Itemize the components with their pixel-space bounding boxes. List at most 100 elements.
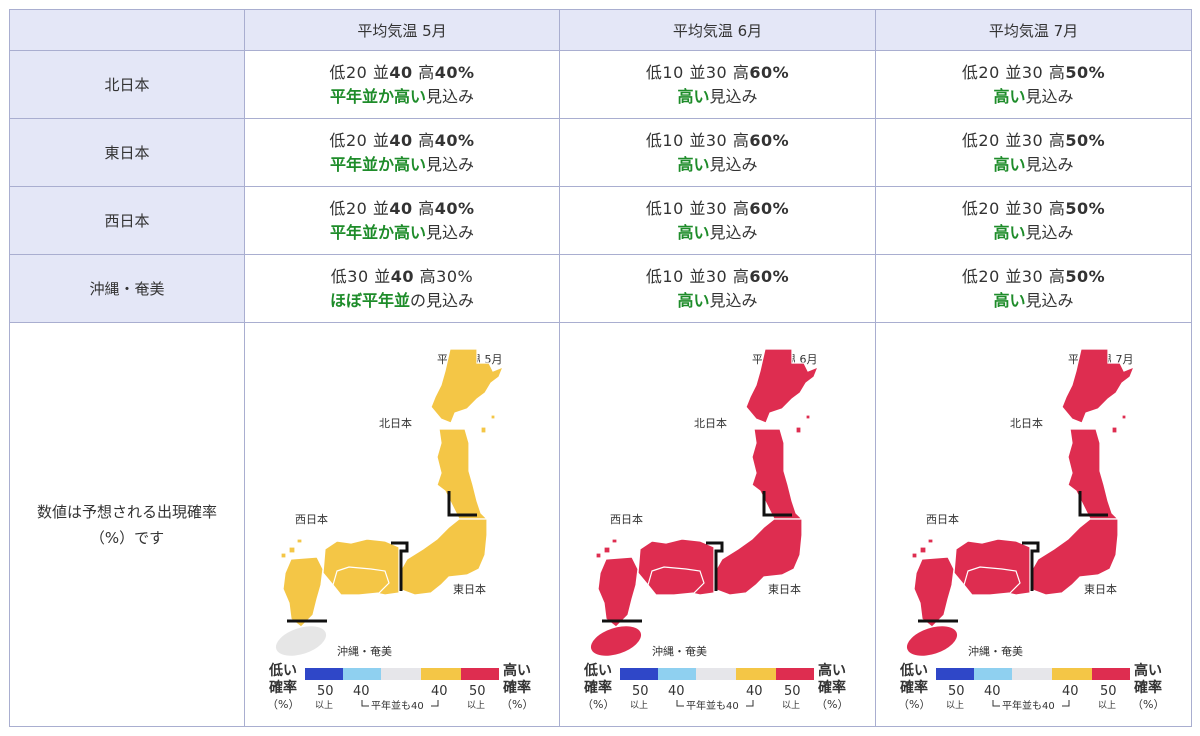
legend-above-right: 以上 xyxy=(467,700,485,711)
prob-lo-label: 低 xyxy=(961,130,979,150)
prob-mid-label: 並 xyxy=(372,62,390,82)
prob-lo-label: 低 xyxy=(961,198,979,218)
verdict-line: 高い見込み xyxy=(876,153,1191,177)
verdict-line: 平年並か高い見込み xyxy=(245,153,559,177)
map-label-east: 東日本 xyxy=(1084,582,1117,596)
map-label-east: 東日本 xyxy=(453,582,486,596)
prob-mid: 40 xyxy=(389,198,413,218)
prob-mid: 30 xyxy=(1021,130,1044,150)
map-label-east: 東日本 xyxy=(768,582,801,596)
region-boundaries xyxy=(287,491,477,623)
legend-high-line2: 確率 xyxy=(1134,679,1162,696)
mainland-japan xyxy=(911,348,1136,628)
legend-tick-40-left: 40 xyxy=(353,684,370,699)
region-boundaries xyxy=(602,491,792,623)
column-header-may: 平均気温 5月 xyxy=(244,9,560,51)
region-label-west-japan: 西日本 xyxy=(9,186,245,255)
table-row: 西日本 低20 並40 高40% 平年並か高い見込み 低10 並30 高60% 高い見込… xyxy=(9,186,1192,255)
prob-hi: 60% xyxy=(749,130,790,150)
prob-hi-label: 高 xyxy=(1048,62,1066,82)
forecast-cell-north-japan-june: 低10 並30 高60% 高い見込み xyxy=(559,50,876,119)
probability-line: 低20 並30 高50% xyxy=(876,61,1191,85)
legend-above-left: 以上 xyxy=(946,700,964,711)
forecast-cell-west-japan-july: 低20 並30 高50% 高い見込み xyxy=(875,186,1192,255)
legend-swatch xyxy=(305,668,343,680)
legend-tick-40-left: 40 xyxy=(984,684,1001,699)
map-label-west: 西日本 xyxy=(295,512,328,526)
prob-hi: 60% xyxy=(749,62,790,82)
verdict-rest: 見込み xyxy=(426,154,475,174)
prob-hi: 50% xyxy=(1065,130,1106,150)
legend-normal-note: 平年並も40 xyxy=(1002,699,1055,712)
prob-mid: 40 xyxy=(390,266,415,286)
prob-hi-label: 高 xyxy=(1048,266,1066,286)
probability-line: 低20 並30 高50% xyxy=(876,265,1191,289)
verdict-line: ほぼ平年並の見込み xyxy=(245,289,559,313)
verdict-line: 高い見込み xyxy=(560,85,875,109)
legend-high-unit: （%） xyxy=(816,698,848,711)
okinawa-amami-area xyxy=(590,626,642,656)
prob-hi: 40% xyxy=(434,62,475,82)
verdict-highlight: ほぼ平年並 xyxy=(329,290,410,310)
verdict-line: 高い見込み xyxy=(560,289,875,313)
legend-high-line1: 高い xyxy=(1134,662,1162,679)
probability-line: 低20 並40 高40% xyxy=(245,197,559,221)
column-header-june: 平均気温 6月 xyxy=(559,9,876,51)
table-row: 北日本 低20 並40 高40% 平年並か高い見込み 低10 並30 高60% 高い見込… xyxy=(9,50,1192,119)
verdict-highlight: 平年並か高い xyxy=(329,222,426,242)
legend-low-line2: 確率 xyxy=(900,679,928,696)
prob-mid: 30 xyxy=(705,62,728,82)
legend-tick-50-right: 50 xyxy=(1100,684,1117,699)
normal-range-bracket xyxy=(992,700,1070,707)
legend-swatch xyxy=(343,668,381,680)
probability-line: 低20 並30 高50% xyxy=(876,197,1191,221)
forecast-cell-east-japan-may: 低20 並40 高40% 平年並か高い見込み xyxy=(244,118,560,187)
legend-swatch xyxy=(776,668,814,680)
verdict-line: 高い見込み xyxy=(560,221,875,245)
prob-hi-label: 高 xyxy=(418,130,435,150)
verdict-rest: 見込み xyxy=(709,86,758,106)
legend-swatch xyxy=(936,668,974,680)
table-row: 東日本 低20 並40 高40% 平年並か高い見込み 低10 並30 高60% 高い見込… xyxy=(9,118,1192,187)
forecast-cell-north-japan-july: 低20 並30 高50% 高い見込み xyxy=(875,50,1192,119)
verdict-rest: 見込み xyxy=(709,290,758,310)
verdict-line: 高い見込み xyxy=(876,221,1191,245)
prob-mid: 30 xyxy=(705,198,728,218)
legend-low-line2: 確率 xyxy=(269,679,297,696)
prob-lo: 20 xyxy=(345,62,368,82)
prob-hi: 30% xyxy=(436,266,474,286)
mainland-japan xyxy=(595,348,820,628)
legend-above-right: 以上 xyxy=(1098,700,1116,711)
legend-low-unit: （%） xyxy=(267,698,299,711)
prob-mid-label: 並 xyxy=(1005,62,1022,82)
verdict-highlight: 高い xyxy=(993,222,1026,242)
prob-lo: 10 xyxy=(662,130,684,150)
legend-tick-50-left: 50 xyxy=(632,684,649,699)
prob-lo: 10 xyxy=(662,62,684,82)
verdict-rest: 見込み xyxy=(426,86,475,106)
probability-line: 低10 並30 高60% xyxy=(560,61,875,85)
note-line-1: 数値は予想される出現確率 xyxy=(36,502,217,521)
forecast-cell-north-japan-may: 低20 並40 高40% 平年並か高い見込み xyxy=(244,50,560,119)
verdict-rest: 見込み xyxy=(1025,290,1074,310)
prob-lo: 20 xyxy=(978,130,1000,150)
legend-high-line1: 高い xyxy=(818,662,846,679)
okinawa-amami-area xyxy=(906,626,958,656)
prob-lo: 30 xyxy=(347,266,369,286)
prob-lo-label: 低 xyxy=(329,130,346,150)
verdict-rest: 見込み xyxy=(709,154,758,174)
verdict-line: 高い見込み xyxy=(876,85,1191,109)
verdict-highlight: 高い xyxy=(677,222,710,242)
verdict-highlight: 平年並か高い xyxy=(329,86,426,106)
prob-hi: 40% xyxy=(434,198,475,218)
prob-hi-label: 高 xyxy=(418,198,435,218)
legend-high-line1: 高い xyxy=(503,662,531,679)
map-label-west: 西日本 xyxy=(926,512,959,526)
prob-hi: 50% xyxy=(1065,198,1106,218)
probability-line: 低20 並30 高50% xyxy=(876,129,1191,153)
legend-tick-40-right: 40 xyxy=(746,684,763,699)
prob-lo: 20 xyxy=(978,266,1000,286)
